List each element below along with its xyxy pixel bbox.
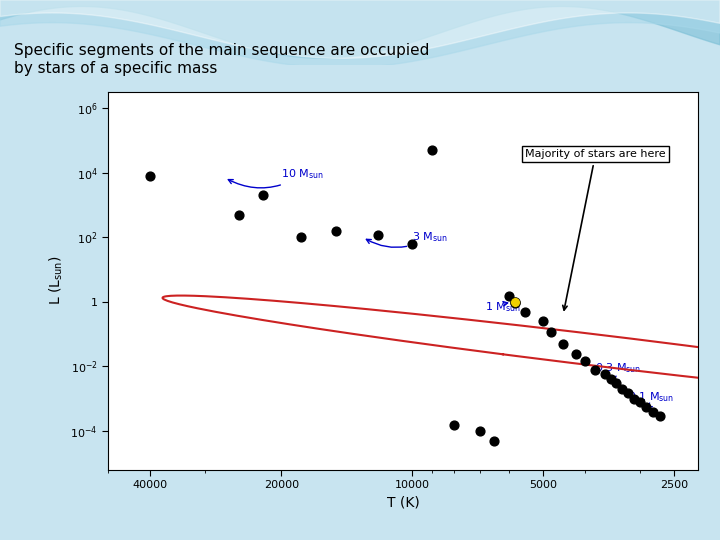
- Point: [145, 171, 156, 180]
- Point: [372, 230, 384, 239]
- Point: [622, 389, 634, 397]
- Point: [233, 210, 245, 219]
- Point: [580, 356, 591, 365]
- Point: [503, 292, 515, 300]
- Point: [557, 340, 569, 348]
- Point: [519, 307, 531, 316]
- Point: [628, 394, 639, 403]
- Text: 0.3 M$_\mathregular{sun}$: 0.3 M$_\mathregular{sun}$: [595, 361, 642, 381]
- Point: [590, 365, 601, 374]
- Point: [616, 384, 628, 393]
- Point: [510, 298, 521, 306]
- Point: [407, 240, 418, 249]
- Point: [640, 403, 652, 411]
- Text: 10 M$_\mathregular{sun}$: 10 M$_\mathregular{sun}$: [228, 167, 324, 188]
- Point: [330, 227, 341, 236]
- Text: 3 M$_\mathregular{sun}$: 3 M$_\mathregular{sun}$: [366, 231, 448, 247]
- Point: [634, 397, 646, 406]
- Text: 0.1 M$_\mathregular{sun}$: 0.1 M$_\mathregular{sun}$: [628, 390, 674, 408]
- Point: [545, 327, 557, 336]
- Point: [258, 191, 269, 199]
- Point: [570, 349, 582, 358]
- Text: Specific segments of the main sequence are occupied
by stars of a specific mass: Specific segments of the main sequence a…: [14, 43, 430, 76]
- Point: [474, 427, 485, 435]
- Point: [647, 407, 659, 416]
- Point: [449, 421, 460, 430]
- Point: [510, 299, 521, 308]
- Point: [488, 436, 500, 445]
- Point: [537, 317, 549, 326]
- X-axis label: T (K): T (K): [387, 496, 420, 510]
- Point: [654, 411, 665, 420]
- Point: [426, 146, 438, 154]
- Point: [295, 233, 307, 241]
- Point: [611, 379, 622, 388]
- Text: 1 M$_\mathregular{sun}$: 1 M$_\mathregular{sun}$: [485, 300, 521, 314]
- Text: Majority of stars are here: Majority of stars are here: [525, 149, 666, 310]
- Point: [605, 375, 616, 383]
- Y-axis label: L (L$_\mathregular{sun}$): L (L$_\mathregular{sun}$): [48, 256, 65, 306]
- Point: [600, 369, 611, 378]
